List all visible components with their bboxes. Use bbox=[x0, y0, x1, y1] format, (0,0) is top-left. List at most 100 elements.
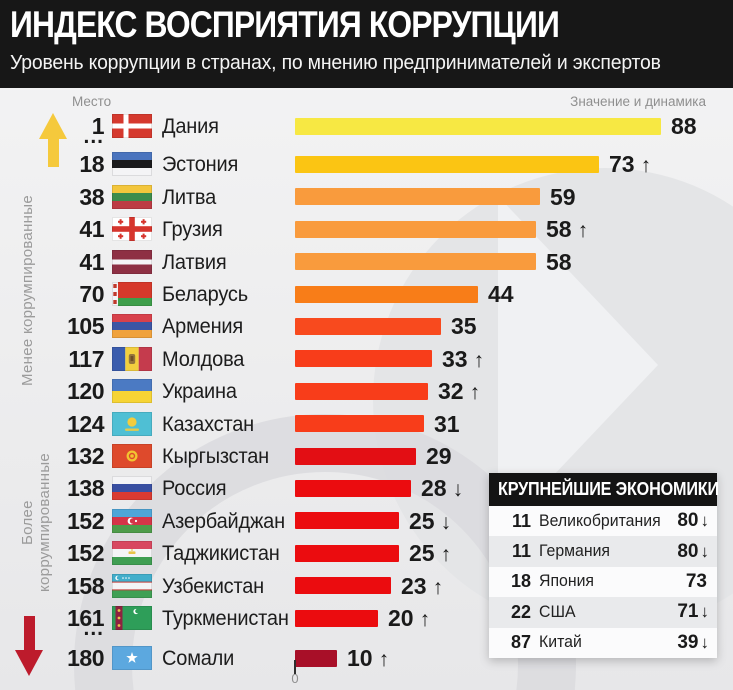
economy-rank: 22 bbox=[510, 601, 531, 622]
value-bar bbox=[295, 317, 441, 335]
value-label: 58 bbox=[546, 216, 572, 243]
value-label: 23 bbox=[401, 572, 427, 599]
value-bar bbox=[295, 350, 432, 368]
country-name: Дания bbox=[162, 114, 219, 138]
country-name: Сомали bbox=[162, 646, 235, 671]
country-rank: 120 bbox=[67, 378, 104, 405]
value-label: 29 bbox=[426, 443, 452, 469]
value-bar bbox=[295, 479, 411, 497]
country-name: Эстония bbox=[162, 152, 239, 177]
value-bar bbox=[295, 253, 536, 271]
trend-up-icon: ↑ bbox=[469, 381, 481, 405]
country-rank: 132 bbox=[67, 443, 104, 469]
economy-rank: 87 bbox=[510, 632, 531, 653]
country-rank: 70 bbox=[79, 281, 104, 307]
economy-name: Великобритания bbox=[539, 511, 661, 530]
country-rank: 124 bbox=[67, 410, 104, 437]
value-label: 44 bbox=[488, 281, 514, 307]
md-flag-icon bbox=[112, 346, 152, 371]
ru-flag-icon bbox=[112, 476, 152, 501]
economy-row: 87 Китай 39 ↓ bbox=[489, 628, 717, 658]
country-name: Армения bbox=[162, 314, 244, 339]
watermark-play-triangle-icon bbox=[498, 196, 658, 534]
country-name: Таджикистан bbox=[162, 541, 280, 566]
country-row: 41 Латвия 58 bbox=[0, 246, 733, 278]
header: ИНДЕКС ВОСПРИЯТИЯ КОРРУПЦИИ Уровень корр… bbox=[0, 0, 733, 88]
value-bar bbox=[295, 447, 416, 465]
largest-economies-panel: КРУПНЕЙШИЕ ЭКОНОМИКИ 11 Великобритания 80 ↓… bbox=[489, 473, 719, 658]
ua-flag-icon bbox=[112, 379, 152, 404]
value-label: 10 bbox=[347, 645, 373, 672]
trend-up-icon: ↑ bbox=[419, 608, 431, 631]
country-rank: 1 bbox=[91, 113, 105, 139]
trend-down-icon: ↓ bbox=[700, 602, 710, 622]
az-flag-icon bbox=[112, 508, 152, 533]
trend-up-icon: ↑ bbox=[440, 543, 452, 567]
country-row: 1 Дания 88 bbox=[0, 110, 733, 142]
country-row: 152 Азербайджан 25 ↓ bbox=[0, 505, 733, 537]
country-row: 117 Молдова 33 ↑ bbox=[0, 343, 733, 375]
country-rank: 41 bbox=[79, 248, 104, 275]
country-row: 70 Беларусь 44 bbox=[0, 278, 733, 310]
trend-down-icon: ↓ bbox=[440, 510, 452, 534]
country-rank: 18 bbox=[79, 151, 104, 178]
value-label: 33 bbox=[442, 345, 468, 372]
kg-flag-icon bbox=[112, 444, 152, 468]
trend-down-icon: ↓ bbox=[452, 478, 464, 502]
axis-zero-label: 0 bbox=[291, 671, 299, 686]
value-label: 25 bbox=[409, 540, 435, 567]
country-row: 105 Армения 35 bbox=[0, 310, 733, 342]
economy-name: Германия bbox=[539, 542, 611, 561]
country-name: Узбекистан bbox=[162, 573, 265, 598]
country-rank: 158 bbox=[67, 572, 104, 599]
country-rank: 152 bbox=[67, 507, 104, 534]
value-bar bbox=[295, 609, 378, 627]
country-name: Литва bbox=[162, 184, 217, 209]
value-label: 58 bbox=[546, 248, 572, 275]
trend-up-icon: ↑ bbox=[432, 575, 444, 599]
country-name: Молдова bbox=[162, 346, 245, 371]
economy-row: 18 Япония 73 bbox=[489, 567, 717, 597]
country-rank: 117 bbox=[68, 345, 104, 372]
trend-down-icon: ↓ bbox=[700, 632, 710, 652]
country-rank: 152 bbox=[67, 540, 104, 567]
watermark-ring bbox=[74, 414, 576, 690]
rank-gap-ellipsis: ... bbox=[83, 125, 104, 148]
page-title: ИНДЕКС ВОСПРИЯТИЯ КОРРУПЦИИ bbox=[10, 4, 560, 45]
country-name: Туркменистан bbox=[162, 606, 289, 630]
economy-row: 11 Великобритания 80 ↓ bbox=[489, 506, 717, 536]
trend-up-icon: ↑ bbox=[577, 219, 589, 243]
value-label: 31 bbox=[434, 410, 460, 437]
economy-rank: 11 bbox=[511, 541, 531, 562]
value-bar bbox=[295, 649, 337, 667]
trend-down-icon: ↓ bbox=[700, 541, 710, 561]
trend-up-icon: ↑ bbox=[378, 648, 390, 672]
more-corrupt-arrow-icon bbox=[14, 616, 44, 676]
so-flag-icon bbox=[112, 646, 152, 671]
economy-value: 71 bbox=[677, 601, 699, 623]
lv-flag-icon bbox=[112, 249, 152, 274]
economy-row: 22 США 71 ↓ bbox=[489, 597, 717, 628]
value-bar bbox=[295, 117, 661, 135]
rank-column-label: Место bbox=[72, 94, 112, 109]
trend-up-icon: ↑ bbox=[640, 154, 652, 178]
country-rank: 38 bbox=[79, 183, 104, 210]
value-column-label: Значение и динамика bbox=[570, 94, 706, 109]
country-name: Казахстан bbox=[162, 411, 255, 436]
value-label: 59 bbox=[550, 183, 576, 210]
country-row: 180 Сомали 10 ↑ bbox=[0, 642, 733, 674]
uz-flag-icon bbox=[112, 573, 152, 598]
kz-flag-icon bbox=[112, 411, 152, 436]
country-name: Азербайджан bbox=[162, 508, 285, 533]
value-bar bbox=[295, 415, 424, 433]
economy-value: 39 bbox=[677, 631, 699, 653]
value-bar bbox=[295, 220, 536, 238]
tm-flag-icon bbox=[112, 606, 152, 630]
economy-value: 80 bbox=[677, 540, 699, 562]
country-row: 120 Украина 32 ↑ bbox=[0, 375, 733, 407]
country-row: 38 Литва 59 bbox=[0, 181, 733, 213]
country-name: Латвия bbox=[162, 249, 227, 274]
economy-row: 11 Германия 80 ↓ bbox=[489, 536, 717, 567]
ee-flag-icon bbox=[112, 152, 152, 177]
